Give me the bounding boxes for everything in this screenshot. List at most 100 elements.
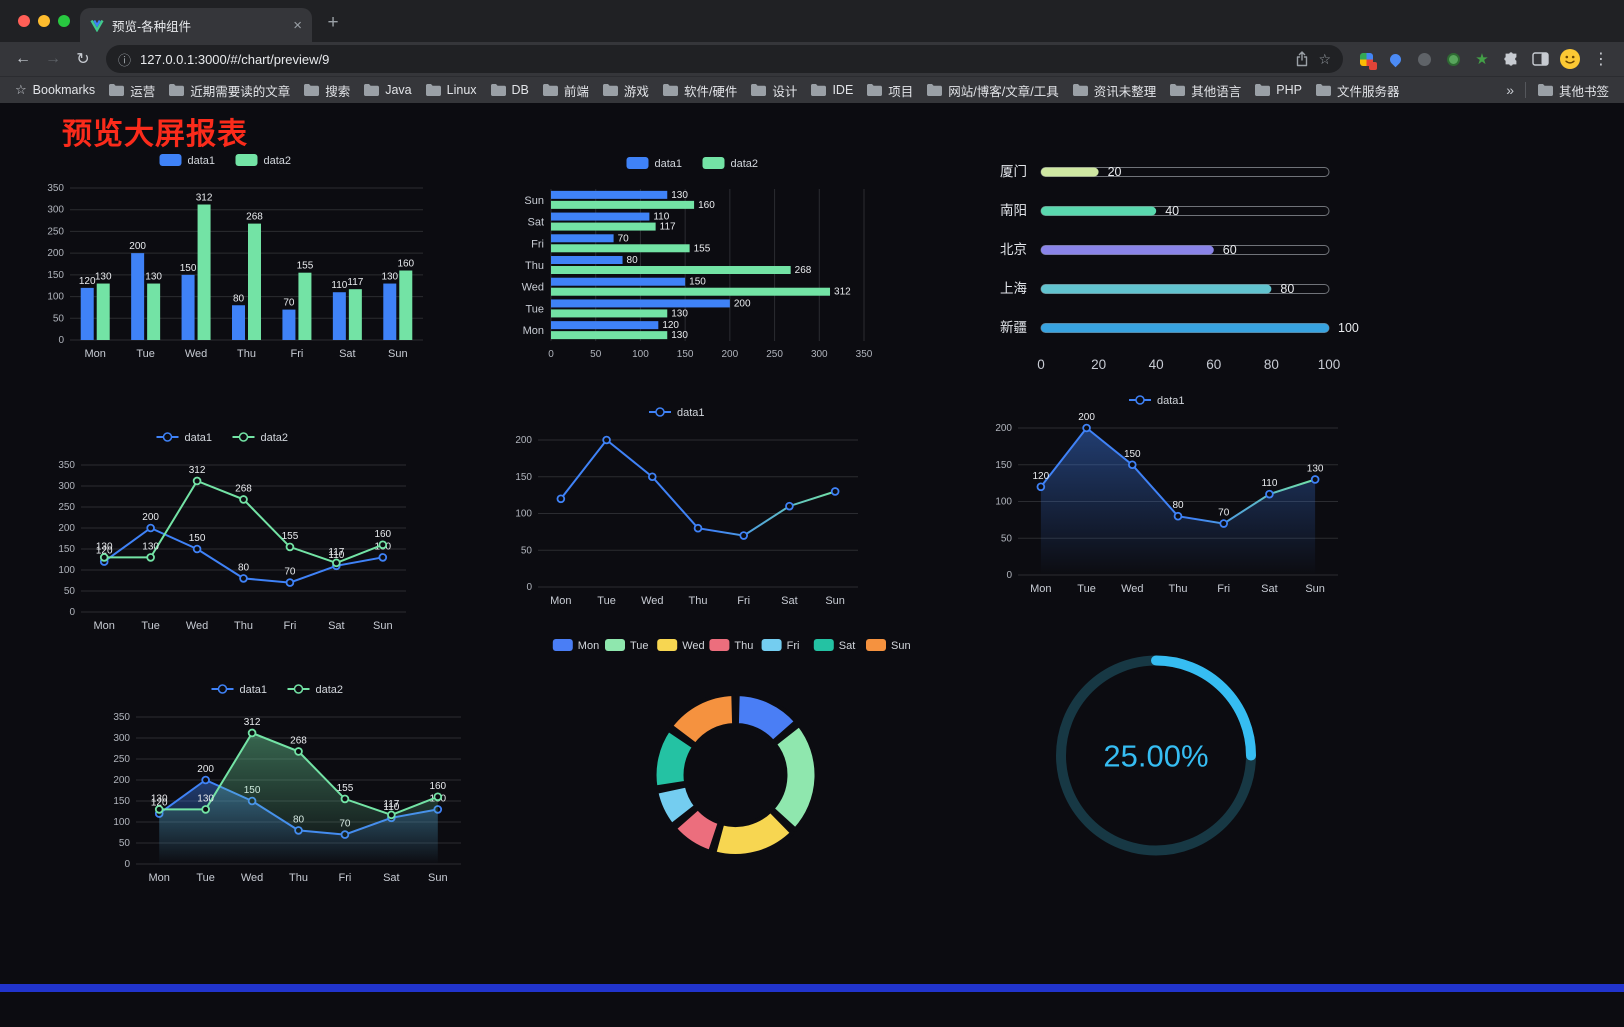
extension-grid-icon[interactable]: [1357, 50, 1377, 70]
bookmark-folder-12[interactable]: 项目: [860, 81, 920, 100]
svg-text:60: 60: [1223, 243, 1237, 257]
svg-text:Thu: Thu: [237, 348, 256, 360]
bookmarks-overflow-chevron[interactable]: »: [1506, 82, 1514, 98]
close-window-button[interactable]: [18, 15, 30, 27]
extension-dark-circle-icon[interactable]: [1415, 50, 1433, 68]
svg-text:150: 150: [515, 472, 532, 483]
legend-item-data1[interactable]: data1: [156, 432, 213, 444]
bookmark-folder-10[interactable]: 设计: [744, 81, 804, 100]
legend-item-data1[interactable]: data1: [1129, 395, 1185, 407]
pie-slice-Tue[interactable]: [770, 722, 819, 832]
svg-text:200: 200: [1078, 412, 1095, 423]
pie-slice-Thu[interactable]: [672, 806, 722, 854]
svg-text:120: 120: [662, 320, 679, 331]
svg-text:250: 250: [58, 502, 75, 513]
legend-item-data2[interactable]: data2: [232, 432, 289, 444]
reload-button[interactable]: ↻: [76, 51, 90, 68]
extension-drop-icon[interactable]: [1386, 50, 1404, 68]
svg-text:50: 50: [119, 838, 131, 849]
bookmark-folder-6[interactable]: DB: [484, 83, 536, 97]
pie-slice-Fri[interactable]: [654, 783, 699, 828]
tab-favicon: [90, 18, 104, 32]
bookmark-folder-8[interactable]: 游戏: [596, 81, 656, 100]
pie-slice-Sat[interactable]: [652, 727, 697, 790]
chart-two-series-line: data1 data2 0 50 100 150 200 250 300 350 Mon Tue Wed…: [45, 425, 420, 640]
svg-text:Wed: Wed: [185, 348, 207, 360]
svg-text:160: 160: [397, 259, 414, 270]
zoom-window-button[interactable]: [58, 15, 70, 27]
bookmarks-manager-item[interactable]: ☆ Bookmarks: [8, 82, 102, 98]
minimize-window-button[interactable]: [38, 15, 50, 27]
bookmark-folder-14[interactable]: 资讯未整理: [1066, 81, 1164, 100]
chart-svg-one-area: data1 0 50 100 150 200 Mon Tue Wed Thu Fri Sat Sun 12…: [995, 395, 1338, 595]
extension-green-circle-icon[interactable]: [1444, 50, 1462, 68]
bookmark-folder-16[interactable]: PHP: [1248, 83, 1309, 97]
legend-item-data2[interactable]: data2: [287, 684, 344, 696]
progress-bar-北京: [1041, 245, 1214, 255]
svg-text:200: 200: [113, 775, 130, 786]
legend-item-Mon[interactable]: Mon: [552, 639, 599, 652]
extensions-puzzle-icon[interactable]: [1502, 50, 1520, 68]
menu-button[interactable]: ⋮: [1593, 51, 1609, 68]
svg-text:25.00%: 25.00%: [1103, 739, 1208, 774]
profile-avatar[interactable]: [1560, 49, 1580, 69]
svg-text:150: 150: [995, 460, 1012, 471]
bookmark-folder-11[interactable]: IDE: [804, 83, 860, 97]
url-text[interactable]: 127.0.0.1:3000/#/chart/preview/9: [140, 51, 330, 67]
legend-item-data1[interactable]: data1: [649, 407, 705, 419]
svg-text:Thu: Thu: [689, 595, 708, 607]
legend-item-Fri[interactable]: Fri: [761, 639, 800, 652]
bookmark-folder-7[interactable]: 前端: [536, 81, 596, 100]
bookmark-folder-4[interactable]: Java: [357, 83, 418, 97]
legend-item-Wed[interactable]: Wed: [657, 639, 705, 652]
folder-icon: [304, 84, 320, 96]
legend-item-data1[interactable]: data1: [211, 684, 268, 696]
svg-text:200: 200: [197, 764, 214, 775]
other-bookmarks-item[interactable]: 其他书签: [1531, 81, 1616, 100]
legend-item-data1[interactable]: data1: [626, 157, 683, 170]
svg-text:150: 150: [47, 270, 64, 281]
legend-item-data1[interactable]: data1: [159, 154, 216, 167]
bookmark-folder-15[interactable]: 其他语言: [1163, 81, 1248, 100]
forward-button[interactable]: →: [45, 50, 61, 67]
svg-text:150: 150: [180, 263, 197, 274]
bookmark-folder-list: 运营 近期需要读的文章 搜索 Java Linux DB 前端 游戏 软件/硬件 设计 IDE 项目网…: [102, 81, 1500, 100]
side-panel-icon[interactable]: [1531, 50, 1549, 68]
legend-item-Thu[interactable]: Thu: [709, 639, 753, 652]
pie-slice-Mon[interactable]: [734, 692, 799, 744]
svg-text:312: 312: [189, 465, 206, 476]
legend-item-Tue[interactable]: Tue: [605, 639, 649, 652]
svg-text:130: 130: [96, 541, 113, 552]
tab-close-icon[interactable]: ×: [293, 16, 302, 34]
extension-green-star-icon[interactable]: ★: [1475, 51, 1489, 68]
bookmark-folder-1[interactable]: 运营: [102, 81, 162, 100]
site-info-icon[interactable]: ⓘ: [118, 52, 132, 68]
folder-icon: [490, 84, 506, 96]
legend-item-Sun[interactable]: Sun: [866, 639, 911, 652]
address-bar[interactable]: ⓘ 127.0.0.1:3000/#/chart/preview/9 ☆: [106, 45, 1343, 73]
pie-slice-Wed[interactable]: [712, 808, 795, 859]
bookmark-folder-9[interactable]: 软件/硬件: [656, 81, 744, 100]
share-icon[interactable]: [1295, 51, 1309, 67]
svg-text:120: 120: [79, 276, 96, 287]
bookmark-folder-3[interactable]: 搜索: [297, 81, 357, 100]
bookmark-folder-13[interactable]: 网站/博客/文章/工具: [920, 81, 1065, 100]
bookmark-folder-5[interactable]: Linux: [419, 83, 484, 97]
svg-text:0: 0: [1037, 357, 1045, 372]
back-button[interactable]: ←: [15, 50, 31, 67]
svg-text:70: 70: [618, 233, 630, 244]
svg-text:40: 40: [1165, 204, 1179, 218]
legend-item-Sat[interactable]: Sat: [813, 639, 856, 652]
svg-text:Fri: Fri: [787, 640, 800, 652]
pie-slice-Sun[interactable]: [668, 692, 737, 747]
svg-text:50: 50: [53, 313, 65, 324]
legend-item-data2[interactable]: data2: [702, 157, 759, 170]
bookmark-folder-17[interactable]: 文件服务器: [1309, 81, 1407, 100]
legend-item-data2[interactable]: data2: [235, 154, 292, 167]
svg-text:130: 130: [671, 330, 688, 341]
bookmark-folder-2[interactable]: 近期需要读的文章: [162, 81, 297, 100]
bookmark-star-icon[interactable]: ☆: [1318, 50, 1331, 67]
svg-text:Sun: Sun: [428, 872, 448, 884]
browser-tab[interactable]: 预览-各种组件 ×: [80, 8, 312, 42]
new-tab-button[interactable]: +: [327, 12, 339, 33]
